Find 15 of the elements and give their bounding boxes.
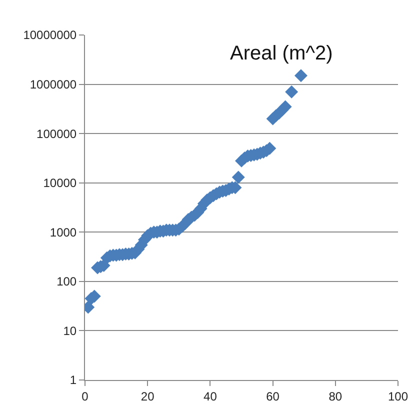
y-tick-label: 1 xyxy=(70,373,77,388)
x-tick-label: 60 xyxy=(266,389,280,404)
y-tick-label: 10000 xyxy=(43,176,77,190)
x-tick-label: 100 xyxy=(388,389,408,404)
x-tick-label: 0 xyxy=(82,389,89,404)
y-tick-label: 100 xyxy=(56,274,77,289)
x-tick-label: 80 xyxy=(328,389,342,404)
y-tick-label: 10 xyxy=(63,324,77,338)
y-tick-label: 10000000 xyxy=(23,28,77,42)
chart-title: Areal (m^2) xyxy=(230,42,333,65)
y-tick-label: 100000 xyxy=(36,126,77,141)
x-tick-label: 40 xyxy=(204,389,218,404)
x-tick-label: 20 xyxy=(140,389,155,404)
y-tick-label: 1000 xyxy=(50,225,77,240)
y-tick-label: 1000000 xyxy=(30,77,77,92)
